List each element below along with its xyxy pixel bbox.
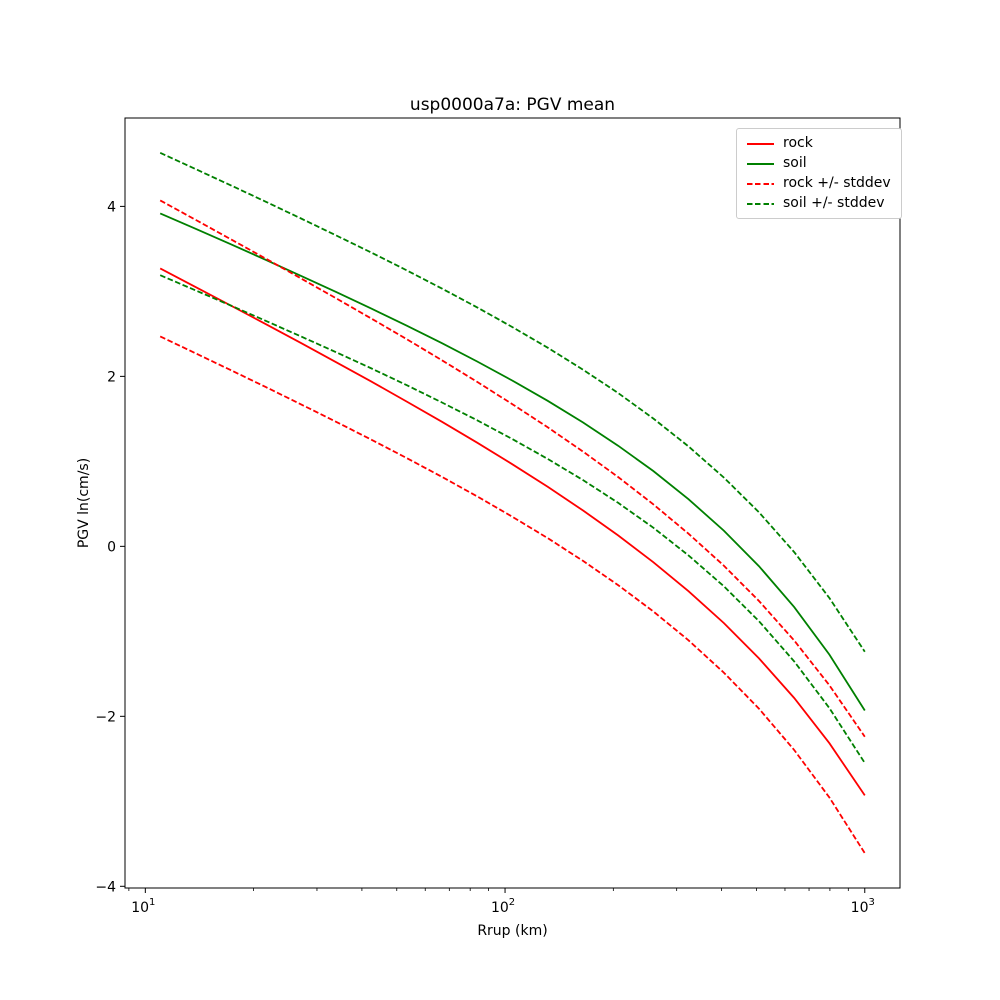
legend-label-rock-stddev: rock +/- stddev xyxy=(783,175,891,191)
curve-soil xyxy=(159,212,866,711)
legend-line-soil-icon xyxy=(747,162,774,165)
x-tick-label: 102 xyxy=(491,897,515,916)
legend-line-soil-stddev-icon xyxy=(747,202,774,205)
curve-soil-plus-stddev xyxy=(159,151,866,653)
curve-rock-plus-stddev xyxy=(159,199,866,738)
plot-border xyxy=(124,117,901,889)
curve-rock-minus-stddev xyxy=(159,335,866,854)
y-tick-label: 0 xyxy=(107,539,116,555)
legend-item-rock-stddev: rock +/- stddev xyxy=(747,176,891,191)
curve-soil-minus-stddev xyxy=(159,274,866,764)
x-axis-label: Rrup (km) xyxy=(477,923,548,939)
y-axis-label: PGV ln(cm/s) xyxy=(76,457,92,549)
legend-line-rock-icon xyxy=(747,142,774,145)
legend-item-soil: soil xyxy=(747,156,891,171)
legend: rock soil rock +/- stddev soil +/- stdde… xyxy=(736,128,902,219)
x-tick-label: 101 xyxy=(131,897,155,916)
y-tick-label: 4 xyxy=(107,199,116,215)
legend-item-soil-stddev: soil +/- stddev xyxy=(747,196,891,211)
curve-rock xyxy=(159,267,866,796)
chart-title: usp0000a7a: PGV mean xyxy=(409,95,616,115)
y-tick-label: −2 xyxy=(95,709,116,725)
legend-line-rock-stddev-icon xyxy=(747,182,774,185)
legend-label-soil-stddev: soil +/- stddev xyxy=(783,195,885,211)
x-tick-label: 103 xyxy=(851,897,875,916)
legend-label-soil: soil xyxy=(783,155,807,171)
y-tick-label: −4 xyxy=(95,879,116,895)
legend-item-rock: rock xyxy=(747,136,891,151)
y-tick-label: 2 xyxy=(107,369,116,385)
legend-label-rock: rock xyxy=(783,135,813,151)
